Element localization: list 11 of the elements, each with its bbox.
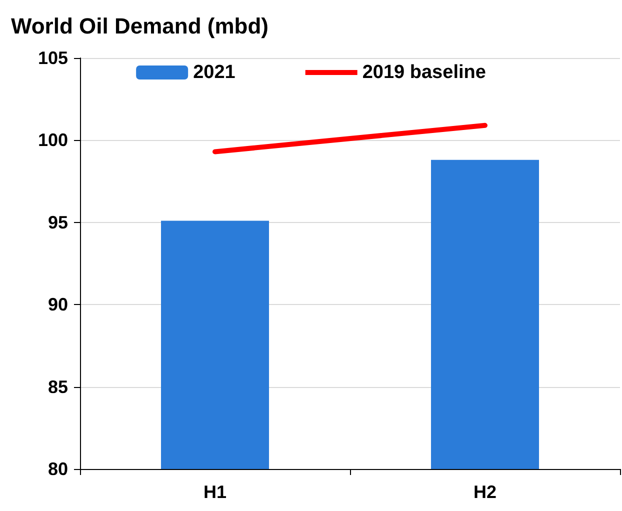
y-tick-label: 80 [48, 459, 68, 479]
x-tick-label: H1 [203, 482, 227, 502]
legend-label: 2019 baseline [362, 62, 486, 83]
chart-title: World Oil Demand (mbd) [11, 14, 268, 38]
y-tick-label: 85 [48, 376, 68, 397]
y-tick-label: 105 [38, 48, 68, 68]
legend-label: 2021 [193, 62, 236, 83]
y-tick-label: 90 [48, 294, 68, 315]
y-tick-label: 95 [48, 212, 68, 232]
y-tick-label: 100 [38, 130, 68, 150]
x-tick-label: H2 [473, 482, 497, 502]
